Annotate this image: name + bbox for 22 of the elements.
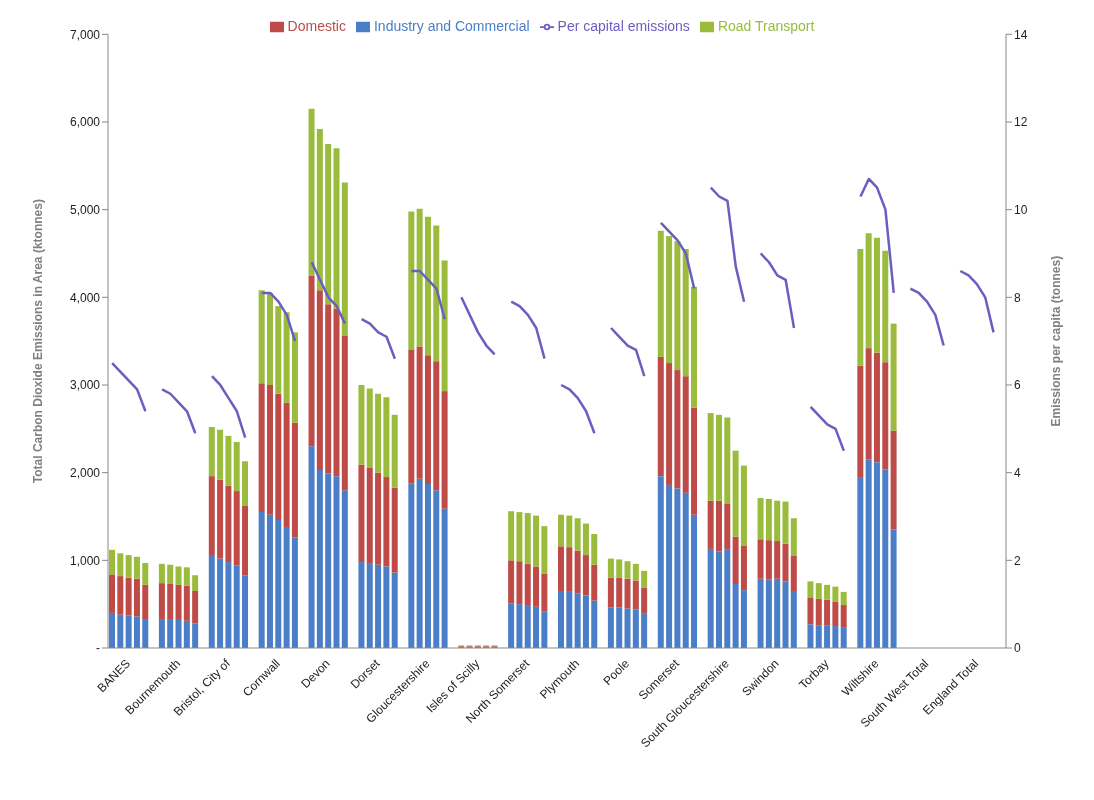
y-tick-label: 1,000 [69,553,101,568]
y-tick-label: 4,000 [69,290,101,305]
y2-tick-label: 4 [1014,465,1021,480]
legend-label: Road Transport [717,18,815,34]
legend-label: Per capital emissions [557,18,690,34]
y2-tick-label: 6 [1014,378,1021,393]
y-tick-label: 6,000 [69,115,101,130]
y2-tick-label: 0 [1014,641,1021,656]
legend-label: Domestic [287,18,346,34]
y2-tick-label: 10 [1014,202,1028,217]
y2-tick-label: 12 [1014,115,1028,130]
y-tick-label: 7,000 [69,27,101,42]
y2-tick-label: 14 [1014,27,1028,42]
y-tick-label: 2,000 [69,465,101,480]
y-tick-label: 5,000 [69,202,101,217]
y2-tick-label: 2 [1014,553,1021,568]
y-tick-label: 3,000 [69,378,101,393]
y-tick-label: - [96,641,100,656]
y2-tick-label: 8 [1014,290,1021,305]
y-axis-title: Total Carbon Dioxide Emissions in Area (ktonnes) [31,199,46,484]
legend-label: Industry and Commercial [373,18,530,34]
y2-axis-title: Emissions per capita (tonnes) [1049,255,1064,427]
